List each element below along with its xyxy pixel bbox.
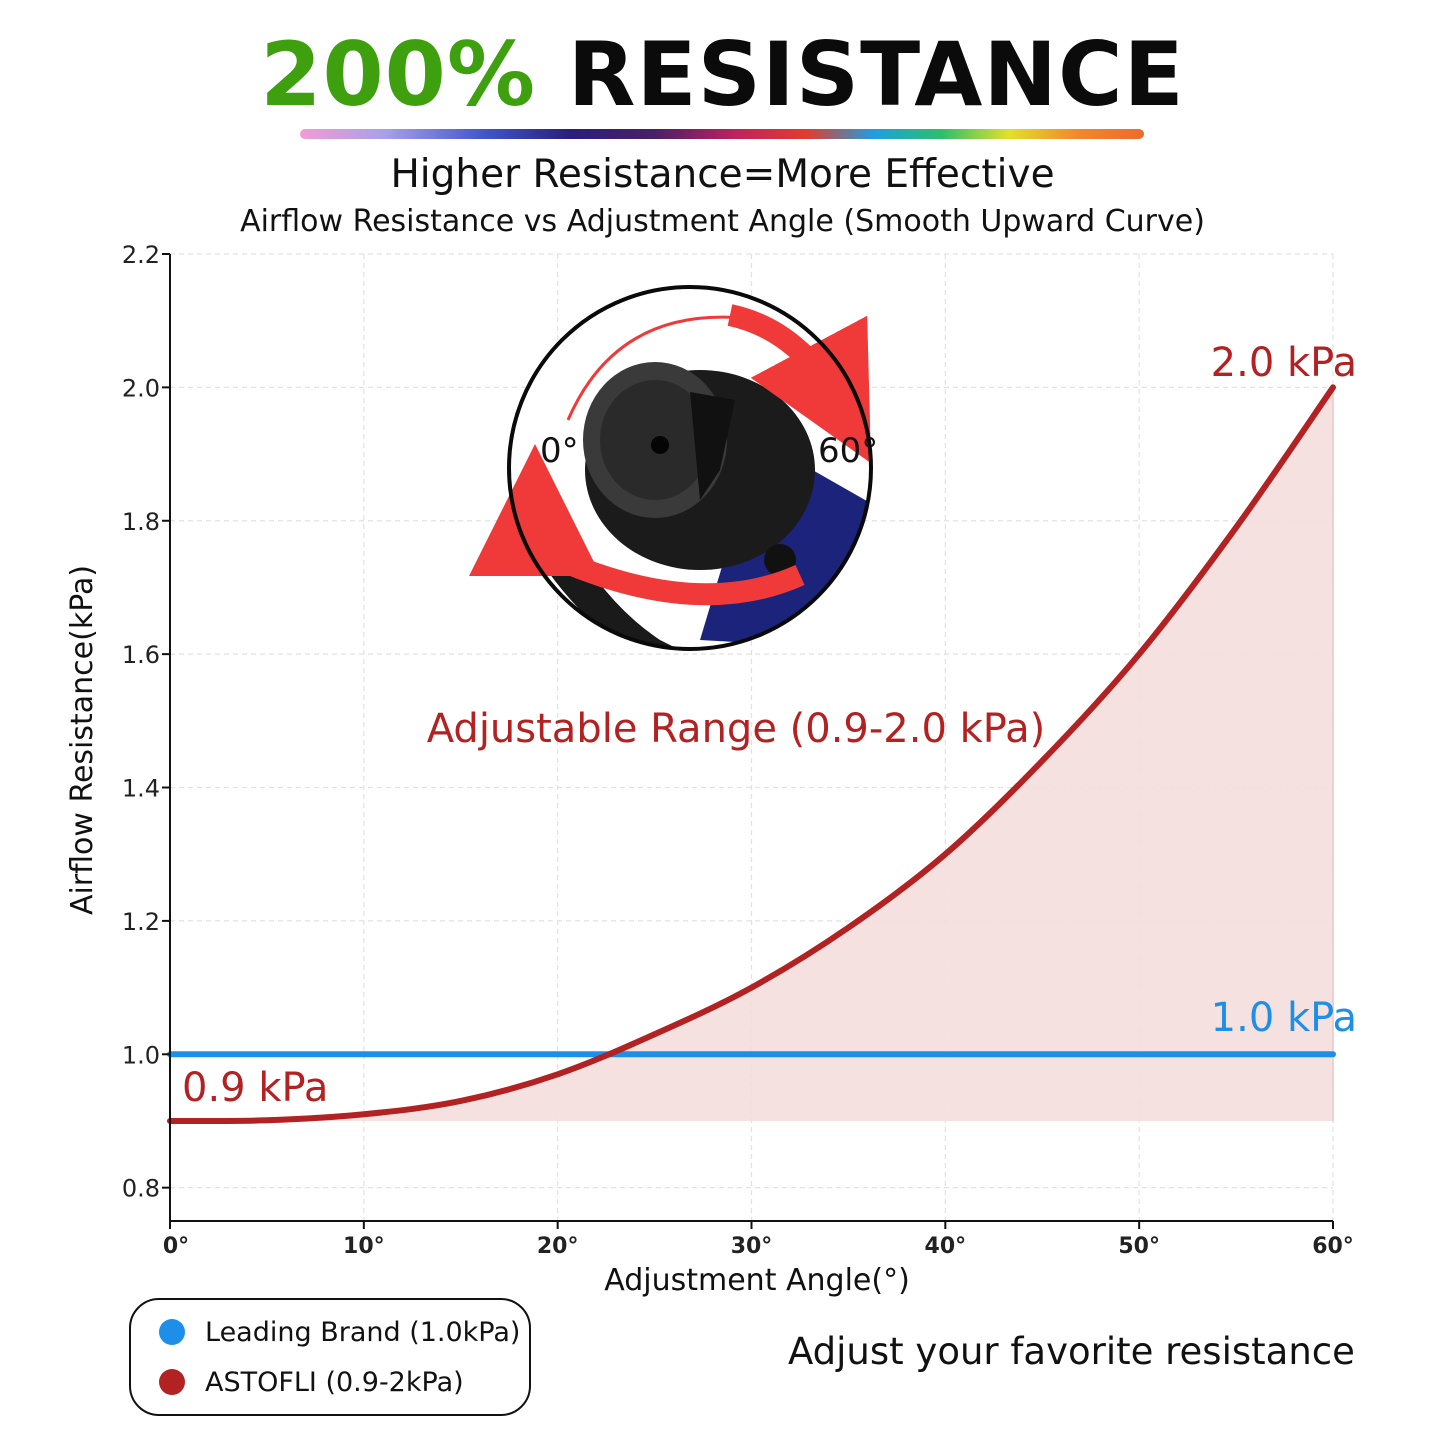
rainbow-underline (300, 129, 1144, 139)
x-tick-label: 10° (343, 1234, 385, 1259)
legend-label-leading: Leading Brand (1.0kPa) (205, 1316, 521, 1348)
y-tick-label: 1.2 (122, 908, 160, 936)
legend-dot-astofli (159, 1369, 185, 1395)
x-tick-label: 50° (1118, 1234, 1160, 1259)
headline-word: RESISTANCE (567, 23, 1185, 126)
range-fill-area (170, 387, 1333, 1122)
astofli-curve (167, 384, 1336, 1125)
y-tick-label: 1.6 (122, 641, 160, 669)
legend-dot-leading (159, 1319, 185, 1345)
legend-item-leading: Leading Brand (1.0kPa) (159, 1314, 520, 1350)
series-lines (167, 384, 1336, 1125)
dial-label-start: 0° (540, 431, 579, 471)
y-tick-label: 1.0 (122, 1041, 160, 1069)
x-axis-label: Adjustment Angle(°) (604, 1263, 910, 1298)
annotation-start: 0.9 kPa (182, 1065, 328, 1111)
range-fill (170, 387, 1334, 1122)
y-tick-label: 2.2 (122, 241, 160, 269)
dial-label-end: 60° (818, 431, 878, 471)
x-tick-label: 60° (1312, 1234, 1354, 1259)
annotation-leading: 1.0 kPa (1211, 995, 1357, 1041)
axes (162, 253, 1334, 1229)
y-tick-label: 1.4 (122, 775, 160, 803)
x-tick-label: 20° (537, 1234, 579, 1259)
headline: 200% RESISTANCE (0, 20, 1445, 130)
legend-item-astofli: ASTOFLI (0.9-2kPa) (159, 1364, 464, 1400)
dial-illustration: 0° 60° (469, 285, 878, 651)
subtitle: Higher Resistance=More Effective (390, 152, 1055, 197)
chart-subtitle: Airflow Resistance vs Adjustment Angle (… (240, 204, 1205, 239)
footnote: Adjust your favorite resistance (788, 1330, 1355, 1373)
y-tick-label: 0.8 (122, 1175, 160, 1203)
y-tick-label: 2.0 (122, 374, 160, 402)
x-tick-label: 0° (163, 1234, 189, 1259)
legend: Leading Brand (1.0kPa) ASTOFLI (0.9-2kPa… (129, 1298, 531, 1416)
y-tick-label: 1.8 (122, 508, 160, 536)
headline-percent: 200% (260, 23, 537, 126)
x-tick-label: 30° (731, 1234, 773, 1259)
tick-labels: 0.8 1.0 1.2 1.4 1.6 1.8 2.0 2.2 0° 10° 20° 30° 40° 50… (122, 241, 1354, 1259)
annotation-range: Adjustable Range (0.9-2.0 kPa) (427, 706, 1045, 752)
x-tick-label: 40° (925, 1234, 967, 1259)
legend-label-astofli: ASTOFLI (0.9-2kPa) (205, 1366, 464, 1398)
y-axis-label: Airflow Resistance(kPa) (65, 565, 100, 915)
annotation-end: 2.0 kPa (1211, 340, 1357, 386)
